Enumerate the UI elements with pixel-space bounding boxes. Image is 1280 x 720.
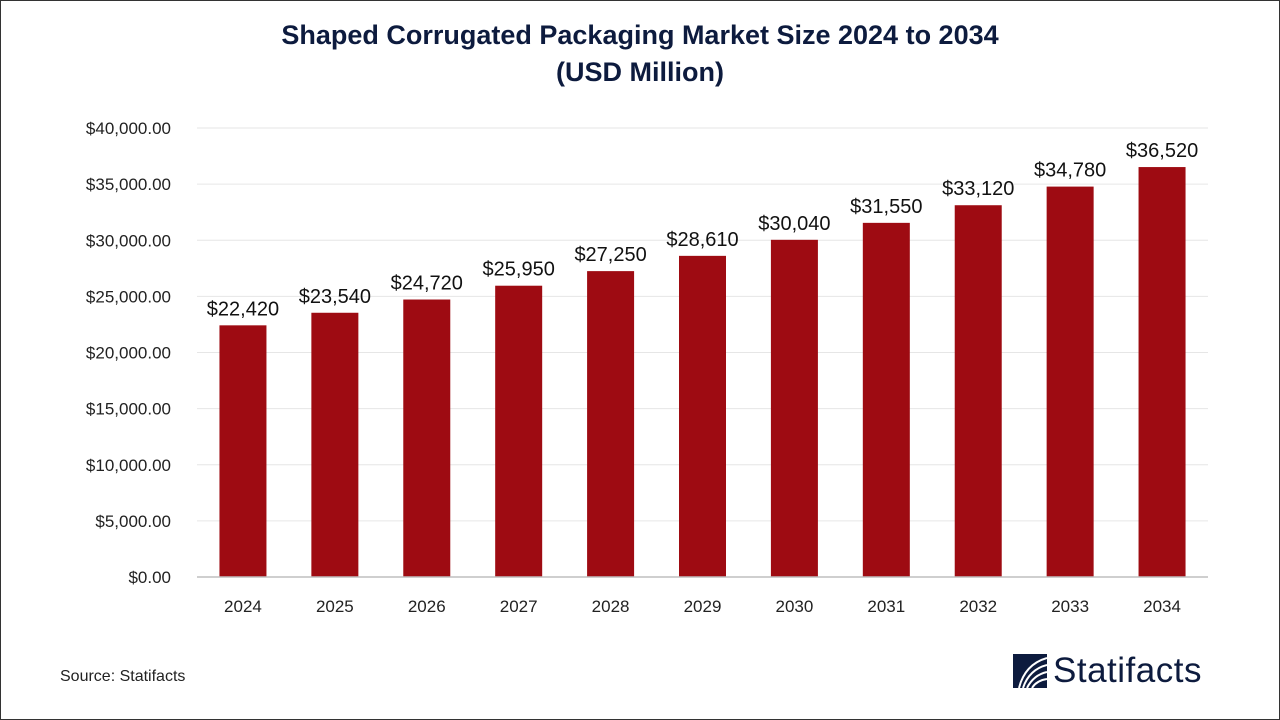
chart-title: Shaped Corrugated Packaging Market Size … (281, 20, 999, 50)
data-label: $23,540 (299, 286, 371, 308)
x-tick-label: 2028 (592, 597, 630, 616)
data-label: $31,550 (850, 196, 922, 218)
statifacts-logo-icon (1013, 654, 1047, 688)
chart-subtitle: (USD Million) (556, 57, 724, 87)
bar (219, 325, 267, 577)
x-tick-label: 2034 (1143, 597, 1181, 616)
x-tick-label: 2030 (775, 597, 813, 616)
x-tick-label: 2024 (224, 597, 262, 616)
x-tick-label: 2031 (867, 597, 905, 616)
data-label: $28,610 (666, 229, 738, 251)
x-tick-label: 2033 (1051, 597, 1089, 616)
bar (1046, 186, 1094, 578)
bar (311, 312, 359, 577)
y-tick-label: $5,000.00 (95, 512, 171, 531)
y-tick-label: $30,000.00 (86, 231, 171, 250)
data-label: $34,780 (1034, 160, 1106, 182)
y-tick-label: $40,000.00 (86, 119, 171, 138)
y-tick-label: $20,000.00 (86, 344, 171, 363)
bar (862, 222, 910, 577)
data-label: $22,420 (207, 298, 279, 320)
x-tick-label: 2032 (959, 597, 997, 616)
statifacts-logo: Statifacts (1013, 651, 1202, 691)
bar (679, 255, 726, 577)
bar (495, 285, 543, 577)
data-label: $24,720 (391, 273, 463, 295)
y-tick-label: $0.00 (128, 568, 171, 587)
y-tick-label: $25,000.00 (86, 287, 171, 306)
y-tick-label: $35,000.00 (86, 175, 171, 194)
bar (1138, 167, 1186, 578)
data-label: $25,950 (483, 259, 555, 281)
data-label: $36,520 (1126, 140, 1198, 162)
x-tick-label: 2027 (500, 597, 538, 616)
x-tick-label: 2025 (316, 597, 354, 616)
logo-text: Statifacts (1053, 651, 1202, 690)
x-tick-label: 2026 (408, 597, 446, 616)
data-label: $33,120 (942, 178, 1014, 200)
x-tick-label: 2029 (684, 597, 722, 616)
y-tick-label: $15,000.00 (86, 400, 171, 419)
source-note: Source: Statifacts (60, 668, 186, 685)
data-label: $30,040 (758, 213, 830, 235)
bar (770, 239, 818, 577)
bar (954, 205, 1002, 577)
data-label: $27,250 (574, 244, 646, 266)
bar (403, 299, 451, 577)
bar (587, 271, 635, 577)
y-tick-label: $10,000.00 (86, 456, 171, 475)
